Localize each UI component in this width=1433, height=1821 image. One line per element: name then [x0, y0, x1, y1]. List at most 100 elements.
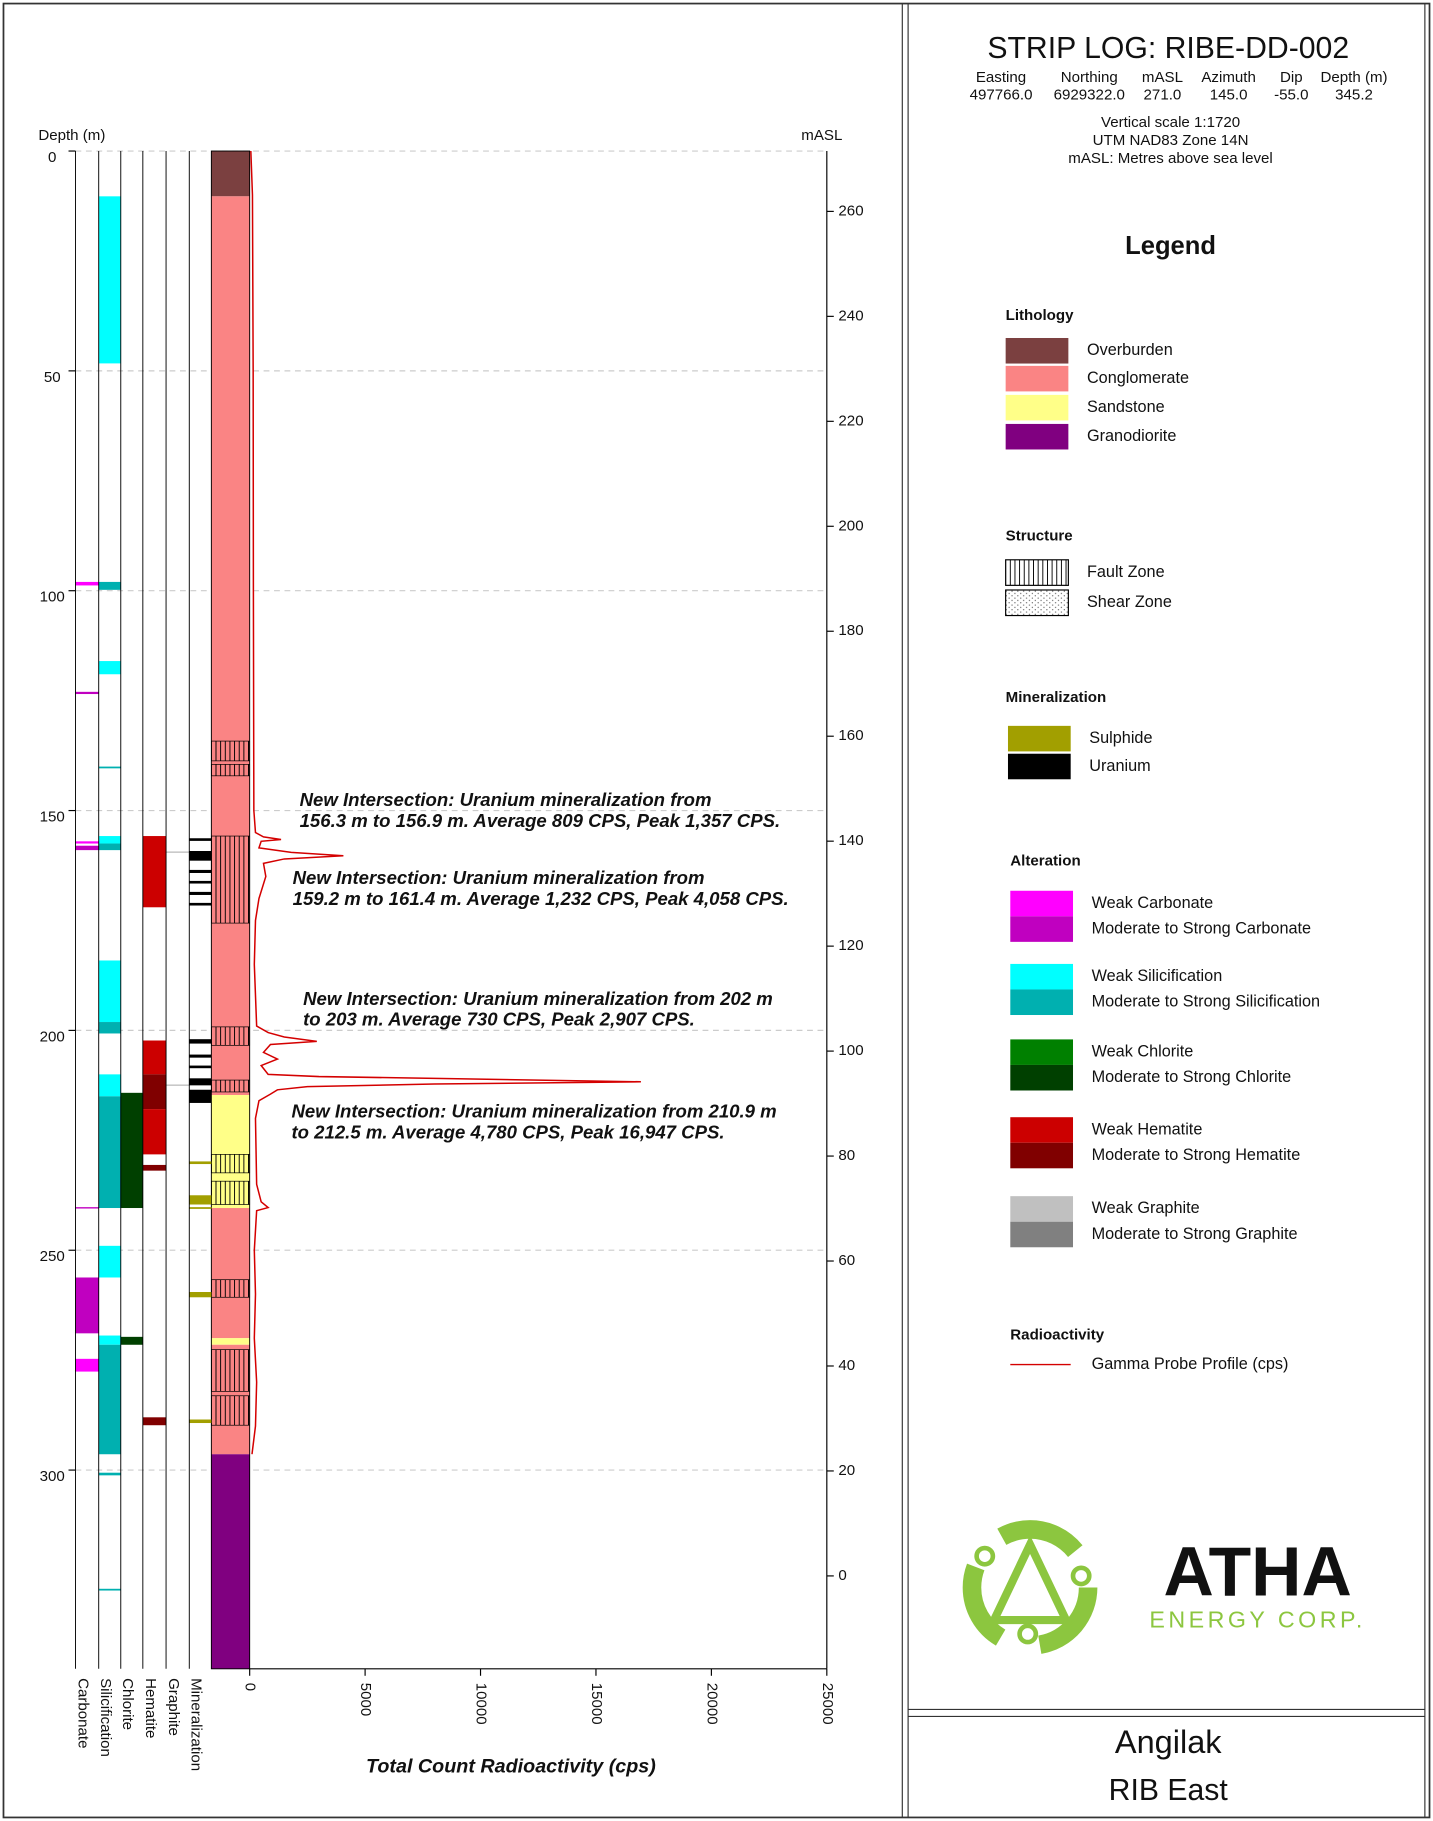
track-label: Carbonate: [74, 1678, 91, 1748]
track-interval: [98, 960, 121, 1023]
legend-label: Moderate to Strong Silicification: [1092, 993, 1321, 1011]
legend-label: Weak Carbonate: [1092, 894, 1214, 912]
annotation: 156.3 m to 156.9 m. Average 809 CPS, Pea…: [300, 810, 781, 831]
y2-tick-label: 180: [838, 622, 863, 639]
y-tick-label: 100: [40, 589, 65, 606]
logo-tagline: ENERGY CORP.: [1149, 1606, 1365, 1632]
x-tick-label: 20000: [703, 1683, 720, 1725]
y-tick-label: 0: [48, 149, 56, 166]
annotation: New Intersection: Uranium mineralization…: [303, 988, 773, 1009]
track-interval: [166, 851, 190, 853]
collar-header: mASL: [1142, 69, 1183, 86]
track-interval: [98, 196, 121, 364]
track-interval: [142, 836, 167, 908]
x-tick-label: 15000: [588, 1683, 605, 1725]
legend-section-title: Mineralization: [1006, 689, 1107, 706]
track-interval: [189, 1419, 212, 1424]
x-tick-label: 25000: [819, 1683, 836, 1725]
legend-swatch: [1005, 423, 1069, 450]
track-interval: [189, 1078, 212, 1086]
lithology-interval: [211, 1208, 250, 1339]
legend-label: Moderate to Strong Graphite: [1092, 1225, 1298, 1243]
logo-name: ATHA: [1164, 1532, 1352, 1610]
track-label: Graphite: [165, 1678, 182, 1736]
track-label: Mineralization: [188, 1678, 205, 1771]
logo-node: [1017, 1623, 1039, 1645]
collar-header: Dip: [1280, 69, 1303, 86]
legend-section-title: Structure: [1006, 528, 1073, 545]
note: UTM NAD83 Zone 14N: [1093, 132, 1249, 149]
legend-label: Moderate to Strong Hematite: [1092, 1146, 1301, 1164]
logo-ring: [962, 1520, 1098, 1655]
legend-swatch: [1005, 337, 1069, 364]
track-interval: [98, 1335, 121, 1345]
y-tick-label: 200: [40, 1028, 65, 1045]
note: mASL: Metres above sea level: [1068, 150, 1272, 167]
collar-value: 271.0: [1144, 86, 1182, 103]
track-interval: [189, 869, 212, 873]
legend-label: Fault Zone: [1087, 563, 1165, 581]
track-interval: [189, 851, 212, 861]
track-interval: [189, 1089, 212, 1103]
legend-label: Sulphide: [1089, 729, 1152, 747]
track-interval: [189, 838, 212, 841]
legend-label: Weak Graphite: [1092, 1199, 1200, 1217]
legend-label: Conglomerate: [1087, 369, 1189, 387]
y2-tick-label: 100: [838, 1042, 863, 1059]
track-interval: [142, 1040, 167, 1075]
track-interval: [189, 1292, 212, 1298]
y2-tick-label: 220: [838, 412, 863, 429]
plot: 0501001502002503002602402202001801601401…: [40, 149, 864, 1771]
structure-interval: [211, 1079, 251, 1093]
collar-value: 6929322.0: [1054, 86, 1125, 103]
title: STRIP LOG: RIBE-DD-002: [987, 32, 1349, 65]
track-interval: [189, 1065, 212, 1069]
legend-title: Legend: [1125, 232, 1216, 260]
legend-swatch: [1005, 589, 1069, 617]
track-interval: [189, 902, 212, 906]
note: Vertical scale 1:1720: [1101, 114, 1240, 131]
structure-interval: [211, 1180, 251, 1205]
structure-interval: [211, 1154, 251, 1174]
track-interval: [142, 1074, 167, 1110]
track-interval: [189, 1039, 212, 1044]
y2-tick-label: 240: [838, 307, 863, 324]
legend-swatch: [1010, 963, 1074, 990]
collar-header: Depth (m): [1321, 69, 1388, 86]
collar-header: Easting: [976, 69, 1026, 86]
y2-tick-label: 60: [838, 1252, 855, 1269]
track-interval: [98, 1472, 121, 1476]
track-interval: [189, 1207, 212, 1209]
legend-swatch: [1010, 1142, 1074, 1169]
track-interval: [98, 1344, 121, 1455]
legend-swatch: [1010, 1039, 1074, 1065]
legend-label: Granodiorite: [1087, 427, 1176, 445]
track-interval: [98, 1022, 121, 1034]
collar-value: 145.0: [1210, 86, 1248, 103]
structure-interval: [211, 1026, 251, 1046]
legend-swatch: [1010, 989, 1074, 1016]
track-label: Silicification: [97, 1678, 114, 1757]
y2-tick-label: 80: [838, 1147, 855, 1164]
legend-section-title: Alteration: [1010, 853, 1080, 870]
y-tick-label: 50: [44, 369, 61, 386]
logo: ATHA ENERGY CORP.: [962, 1520, 1365, 1655]
structure-interval: [211, 740, 251, 762]
logo-node: [974, 1545, 996, 1567]
gamma-profile: [250, 151, 641, 1455]
legend-swatch: [1010, 916, 1074, 942]
track-interval: [98, 766, 121, 769]
legend-section-title: Radioactivity: [1010, 1327, 1104, 1344]
legend-swatch: [1010, 1064, 1074, 1091]
legend-label: Sandstone: [1087, 398, 1165, 416]
legend-swatch: [1005, 394, 1069, 421]
collar-header: Azimuth: [1201, 69, 1255, 86]
track-interval: [120, 1336, 143, 1345]
y-tick-label: 250: [40, 1248, 65, 1265]
collar-value: 497766.0: [970, 86, 1033, 103]
lithology-interval: [211, 196, 250, 1096]
y2-tick-label: 120: [838, 937, 863, 954]
track-interval: [98, 1074, 121, 1097]
track-interval: [189, 1195, 212, 1205]
